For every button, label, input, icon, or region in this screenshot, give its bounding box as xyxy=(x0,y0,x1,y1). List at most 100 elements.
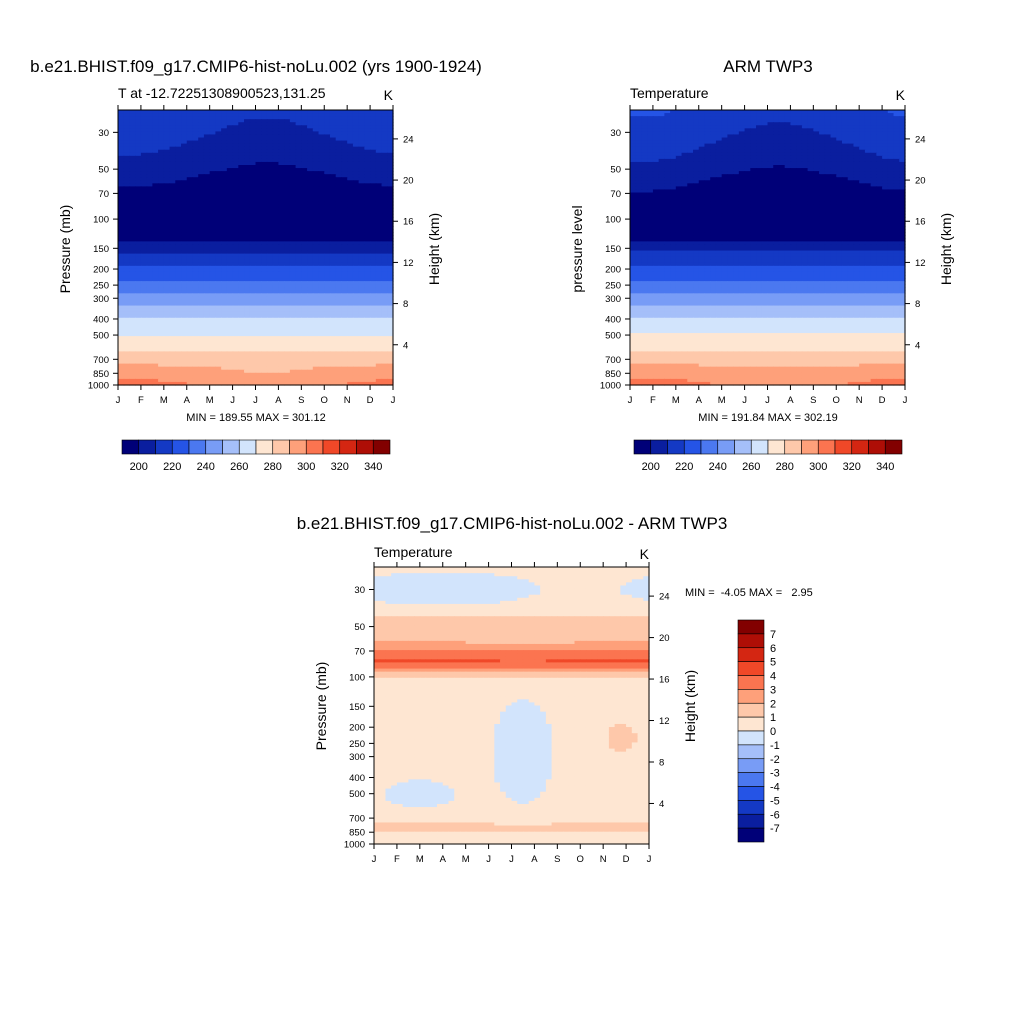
field-cell xyxy=(152,213,159,218)
field-cell xyxy=(301,195,308,200)
field-cell xyxy=(335,161,343,166)
field-cell xyxy=(158,210,165,215)
field-cell xyxy=(335,207,343,212)
field-cell xyxy=(192,220,199,224)
field-cell xyxy=(318,158,325,163)
field-cell xyxy=(375,201,383,206)
field-cell xyxy=(186,213,194,218)
field-cell xyxy=(301,152,308,157)
field-cell xyxy=(381,192,388,197)
field-cell xyxy=(295,229,302,233)
field-cell xyxy=(209,207,216,212)
field-cell xyxy=(198,189,205,194)
field-cell xyxy=(215,128,222,132)
field-cell xyxy=(329,229,337,233)
field-cell xyxy=(261,195,268,200)
field-cell xyxy=(318,131,325,136)
field-cell xyxy=(381,183,388,187)
field-cell xyxy=(387,134,394,139)
field-cell xyxy=(135,204,142,209)
field-cell xyxy=(221,165,228,169)
field-cell xyxy=(312,113,320,117)
field-cell xyxy=(238,201,245,206)
field-cell xyxy=(261,213,268,218)
field-cell xyxy=(123,213,131,218)
field-cell xyxy=(221,158,228,163)
field-cell xyxy=(232,223,239,227)
field-cell xyxy=(347,155,354,160)
field-cell xyxy=(209,152,216,157)
field-cell xyxy=(278,210,285,215)
field-cell xyxy=(203,220,211,224)
field-cell xyxy=(266,174,274,178)
field-cell xyxy=(152,204,159,209)
field-cell xyxy=(186,131,194,136)
field-cell xyxy=(192,137,199,142)
field-cell xyxy=(358,152,365,157)
field-cell xyxy=(244,116,251,120)
field-cell xyxy=(226,195,234,200)
field-cell xyxy=(335,210,343,215)
field-cell xyxy=(169,155,176,160)
field-cell xyxy=(192,213,199,218)
field-cell xyxy=(129,216,136,221)
field-cell xyxy=(375,146,383,151)
field-cell xyxy=(152,226,159,230)
field-cell xyxy=(301,189,308,194)
field-cell xyxy=(198,165,205,169)
field-cell xyxy=(203,223,211,227)
field-cell xyxy=(123,149,131,154)
field-cell xyxy=(318,134,325,139)
field-cell xyxy=(318,213,325,218)
field-cell xyxy=(318,210,325,215)
field-cell xyxy=(272,155,280,160)
field-cell xyxy=(347,186,354,191)
field-cell xyxy=(301,149,308,154)
field-cell xyxy=(352,204,360,209)
field-cell xyxy=(312,198,320,203)
field-cell xyxy=(278,110,285,114)
field-cell xyxy=(129,149,136,154)
field-cell xyxy=(370,110,377,114)
field-cell xyxy=(175,134,182,139)
field-cell xyxy=(324,165,331,169)
field-cell xyxy=(221,229,228,233)
field-cell xyxy=(341,143,348,148)
field-cell xyxy=(375,192,383,197)
field-cell xyxy=(329,134,337,139)
field-cell xyxy=(129,177,136,181)
field-cell xyxy=(135,168,142,172)
field-cell xyxy=(370,161,377,166)
field-cell xyxy=(284,116,291,120)
field-cell xyxy=(370,155,377,160)
field-cell xyxy=(118,180,125,184)
field-cell xyxy=(152,140,159,145)
field-cell xyxy=(175,183,182,187)
field-cell xyxy=(209,177,216,181)
field-cell xyxy=(135,183,142,187)
field-cell xyxy=(186,149,194,154)
field-cell xyxy=(370,223,377,227)
field-cell xyxy=(118,201,125,206)
field-cell xyxy=(295,161,302,166)
field-cell xyxy=(129,213,136,218)
field-cell xyxy=(370,158,377,163)
field-cell xyxy=(301,171,308,175)
field-cell xyxy=(364,229,371,233)
field-cell xyxy=(226,146,234,151)
field-cell xyxy=(123,125,131,129)
field-cell xyxy=(249,131,257,136)
field-cell xyxy=(278,186,285,191)
field-cell xyxy=(266,210,274,215)
field-cell xyxy=(226,131,234,136)
field-cell xyxy=(163,116,171,120)
field-cell xyxy=(140,152,148,157)
field-cell xyxy=(152,232,159,236)
field-cell xyxy=(215,195,222,200)
field-cell xyxy=(335,149,343,154)
field-cell xyxy=(335,152,343,157)
field-cell xyxy=(186,119,194,123)
field-cell xyxy=(335,183,343,187)
field-cell xyxy=(266,119,274,123)
field-cell xyxy=(364,186,371,191)
